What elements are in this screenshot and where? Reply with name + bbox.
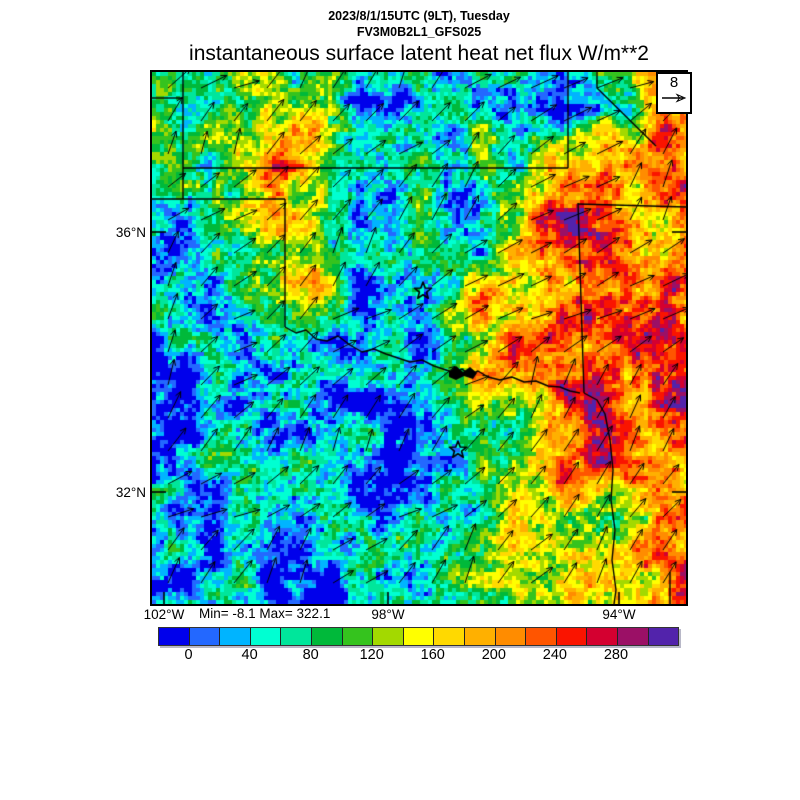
wind-reference-arrow-icon <box>662 93 687 103</box>
colorbar-segment <box>433 628 464 645</box>
wind-reference-box: 8 <box>656 72 692 114</box>
colorbar-segment <box>616 628 648 645</box>
colorbar-segment <box>372 628 403 645</box>
colorbar-tick-label: 80 <box>302 647 319 663</box>
colorbar-segment <box>494 628 526 645</box>
colorbar-segment <box>280 628 311 645</box>
wind-reference-value: 8 <box>669 74 679 91</box>
colorbar-segment <box>341 628 373 645</box>
colorbar-segment <box>219 628 250 645</box>
colorbar-segment <box>463 628 495 645</box>
heatmap-canvas <box>152 72 686 604</box>
colorbar-tick-label: 120 <box>359 647 384 663</box>
minmax-annotation: Min= -8.1 Max= 322.1 <box>199 606 331 621</box>
lon-tick-label: 102°W <box>143 607 185 622</box>
lat-tick-label: 36°N <box>115 225 146 240</box>
colorbar-tick-label: 0 <box>184 647 193 663</box>
lat-tick-label: 32°N <box>115 485 146 500</box>
colorbar <box>158 627 679 646</box>
plot-title: instantaneous surface latent heat net fl… <box>189 42 649 65</box>
colorbar-tick-label: 280 <box>603 647 629 663</box>
lon-tick-label: 98°W <box>371 607 405 622</box>
colorbar-segment <box>586 628 617 645</box>
lon-tick-label: 94°W <box>602 607 636 622</box>
colorbar-tick-label: 160 <box>420 647 445 663</box>
colorbar-segment <box>647 628 679 645</box>
colorbar-segment <box>525 628 556 645</box>
plot-datetime: 2023/8/1/15UTC (9LT), Tuesday <box>328 9 510 23</box>
colorbar-segment <box>159 628 189 645</box>
colorbar-tick-label: 40 <box>241 647 258 663</box>
colorbar-segment <box>310 628 342 645</box>
colorbar-segment <box>188 628 220 645</box>
colorbar-segment <box>249 628 281 645</box>
colorbar-segment <box>402 628 434 645</box>
plot-header: 2023/8/1/15UTC (9LT), Tuesday FV3M0B2L1_… <box>152 8 686 66</box>
colorbar-tick-label: 240 <box>542 647 567 663</box>
plot-model-id: FV3M0B2L1_GFS025 <box>356 25 482 39</box>
colorbar-segment <box>555 628 587 645</box>
colorbar-tick-label: 200 <box>481 647 506 663</box>
